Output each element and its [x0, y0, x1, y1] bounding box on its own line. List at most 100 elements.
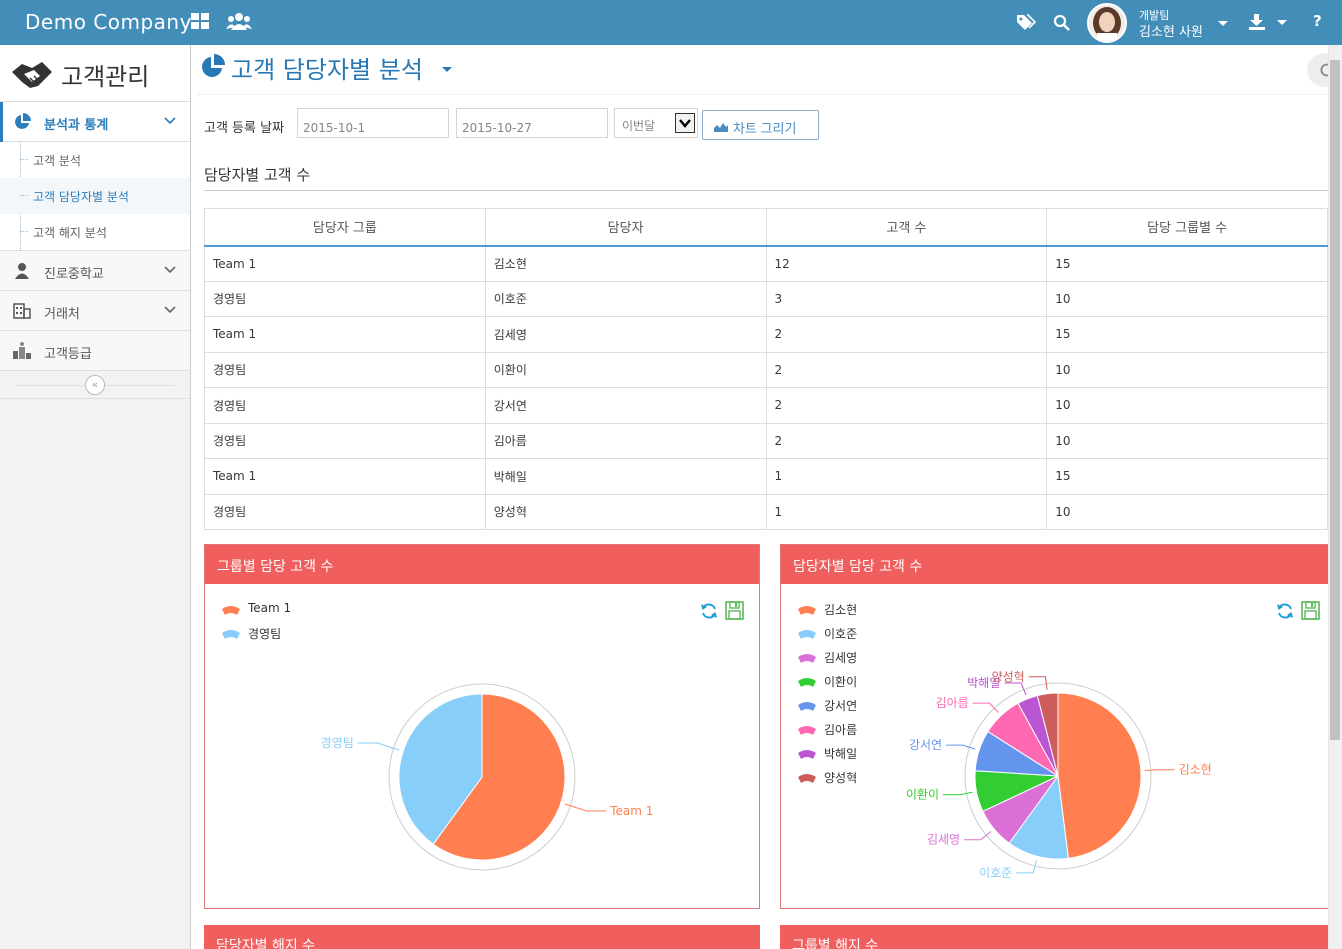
table-row[interactable]: 경영팀 이환이 2 10	[204, 351, 1328, 388]
table-cell: Team 1	[204, 458, 486, 495]
legend-swatch	[798, 676, 816, 687]
column-header[interactable]: 고객 수	[765, 208, 1048, 247]
table-cell: 10	[1046, 387, 1328, 424]
select-arrow-icon[interactable]	[675, 113, 695, 133]
pie-label-line	[964, 831, 992, 841]
sidebar-subitem-label: 고객 해지 분석	[33, 226, 107, 240]
sidebar-subitem-cancel-analysis[interactable]: 고객 해지 분석	[0, 214, 190, 250]
chevron-down-icon	[164, 306, 176, 314]
scrollbar-thumb[interactable]	[1330, 60, 1340, 740]
pie-label: 김아름	[936, 696, 969, 710]
start-date-input[interactable]	[297, 108, 449, 138]
table-cell: 1	[765, 493, 1048, 530]
legend-label: 김소현	[824, 603, 858, 617]
legend-label: 김아름	[824, 723, 858, 737]
pie-chart-icon	[202, 54, 225, 77]
sidebar-item-grade[interactable]: 고객등급	[0, 331, 190, 371]
legend-swatch	[798, 628, 816, 639]
column-header[interactable]: 담당자	[484, 208, 767, 247]
filter-label: 고객 등록 날짜	[204, 121, 285, 136]
pie-slice[interactable]	[1036, 692, 1059, 777]
sidebar-item-analysis[interactable]: 분석과 통계	[0, 102, 190, 142]
ranking-icon	[13, 342, 31, 359]
end-date-input[interactable]	[456, 108, 608, 138]
double-chevron-left-icon[interactable]: «	[85, 375, 105, 395]
tags-icon[interactable]	[1016, 13, 1036, 31]
pie-slice[interactable]	[1057, 692, 1142, 859]
sidebar-item-clients[interactable]: 거래처	[0, 291, 190, 331]
column-header[interactable]: 담당 그룹별 수	[1046, 208, 1328, 247]
pie-outer-ring	[964, 682, 1152, 870]
draw-chart-button[interactable]: 차트 그리기	[702, 110, 819, 140]
caret-down-icon[interactable]	[1277, 20, 1287, 25]
pie-slice[interactable]	[1008, 774, 1069, 860]
download-icon[interactable]	[1248, 13, 1266, 31]
table-cell: 강서연	[484, 387, 767, 424]
brand-title[interactable]: Demo Company	[25, 10, 192, 34]
table-row[interactable]: 경영팀 양성혁 1 10	[204, 493, 1328, 530]
widget-title: 그룹별 담당 고객 수	[217, 559, 334, 575]
sidebar-subitem-label: 고객 담당자별 분석	[33, 190, 129, 204]
legend-label: 강서연	[824, 699, 858, 713]
users-icon[interactable]	[226, 12, 252, 32]
period-select[interactable]: 이번달	[614, 108, 698, 138]
legend-label: 이환이	[824, 675, 858, 689]
table-cell: Team 1	[204, 245, 486, 282]
table-cell: 김세영	[484, 316, 767, 353]
caret-down-icon	[1218, 21, 1228, 26]
pie-label: 김소현	[1179, 763, 1212, 777]
table-row[interactable]: 경영팀 이호준 3 10	[204, 280, 1328, 317]
pie-slice[interactable]	[398, 693, 483, 845]
legend-swatch	[798, 700, 816, 711]
pie-label-line	[943, 791, 973, 796]
grid-icon[interactable]	[190, 12, 212, 32]
draw-chart-label: 차트 그리기	[733, 121, 797, 136]
legend-swatch	[222, 604, 240, 615]
legend-swatch	[798, 772, 816, 783]
table-row[interactable]: 경영팀 김아름 2 10	[204, 422, 1328, 459]
search-icon[interactable]	[1053, 14, 1071, 32]
column-header[interactable]: 담당자 그룹	[204, 208, 486, 247]
title-caret-down-icon[interactable]	[442, 67, 452, 72]
legend-label: Team 1	[248, 601, 292, 615]
refresh-icon[interactable]	[1275, 601, 1295, 621]
legend-swatch	[222, 628, 240, 639]
table-cell: 12	[765, 245, 1048, 282]
legend-label: 이호준	[824, 627, 858, 641]
table-cell: 이호준	[484, 280, 767, 317]
pie-label: 강서연	[909, 738, 942, 752]
table-cell: 경영팀	[204, 280, 486, 317]
table-cell: 10	[1046, 493, 1328, 530]
chevron-down-icon	[164, 117, 176, 125]
legend-swatch	[798, 652, 816, 663]
help-icon[interactable]: ?	[1313, 12, 1322, 30]
table-row[interactable]: Team 1 김세영 2 15	[204, 316, 1328, 353]
pie-label: 박해일	[967, 676, 1000, 690]
user-name: 김소현 사원	[1139, 25, 1203, 40]
pie-label: 김세영	[927, 833, 960, 847]
sidebar-item-label: 분석과 통계	[44, 118, 109, 133]
table-cell: 이환이	[484, 351, 767, 388]
group-chart-widget: 그룹별 담당 고객 수 Team 1 경영팀 Team 1 경영팀	[204, 544, 760, 909]
pie-label-line	[1028, 676, 1048, 690]
legend-label: 김세영	[824, 651, 858, 665]
save-icon[interactable]	[725, 601, 744, 620]
cancel-by-manager-widget: 담당자별 해지 수	[204, 925, 760, 949]
sidebar-item-school[interactable]: 진로중학교	[0, 251, 190, 291]
section-title: 담당자별 고객 수	[204, 166, 311, 184]
table-cell: 김아름	[484, 422, 767, 459]
table-row[interactable]: Team 1 김소현 12 15	[204, 245, 1328, 282]
sidebar-subitem-customer-analysis[interactable]: 고객 분석	[0, 142, 190, 178]
table-row[interactable]: 경영팀 강서연 2 10	[204, 387, 1328, 424]
save-icon[interactable]	[1301, 601, 1320, 620]
sidebar-subitem-manager-analysis[interactable]: 고객 담당자별 분석	[0, 178, 190, 214]
refresh-icon[interactable]	[699, 601, 719, 621]
pie-label-line	[1004, 682, 1027, 696]
legend-label: 경영팀	[248, 627, 282, 641]
table-cell: 2	[765, 387, 1048, 424]
user-team: 개발팀	[1139, 9, 1170, 22]
widget-title: 담당자별 해지 수	[216, 938, 316, 949]
table-row[interactable]: Team 1 박해일 1 15	[204, 458, 1328, 495]
pie-slice[interactable]	[432, 693, 566, 861]
manager-table: 담당자 그룹 담당자 고객 수 담당 그룹별 수 Team 1 김소현 12 15 경…	[204, 208, 1328, 530]
